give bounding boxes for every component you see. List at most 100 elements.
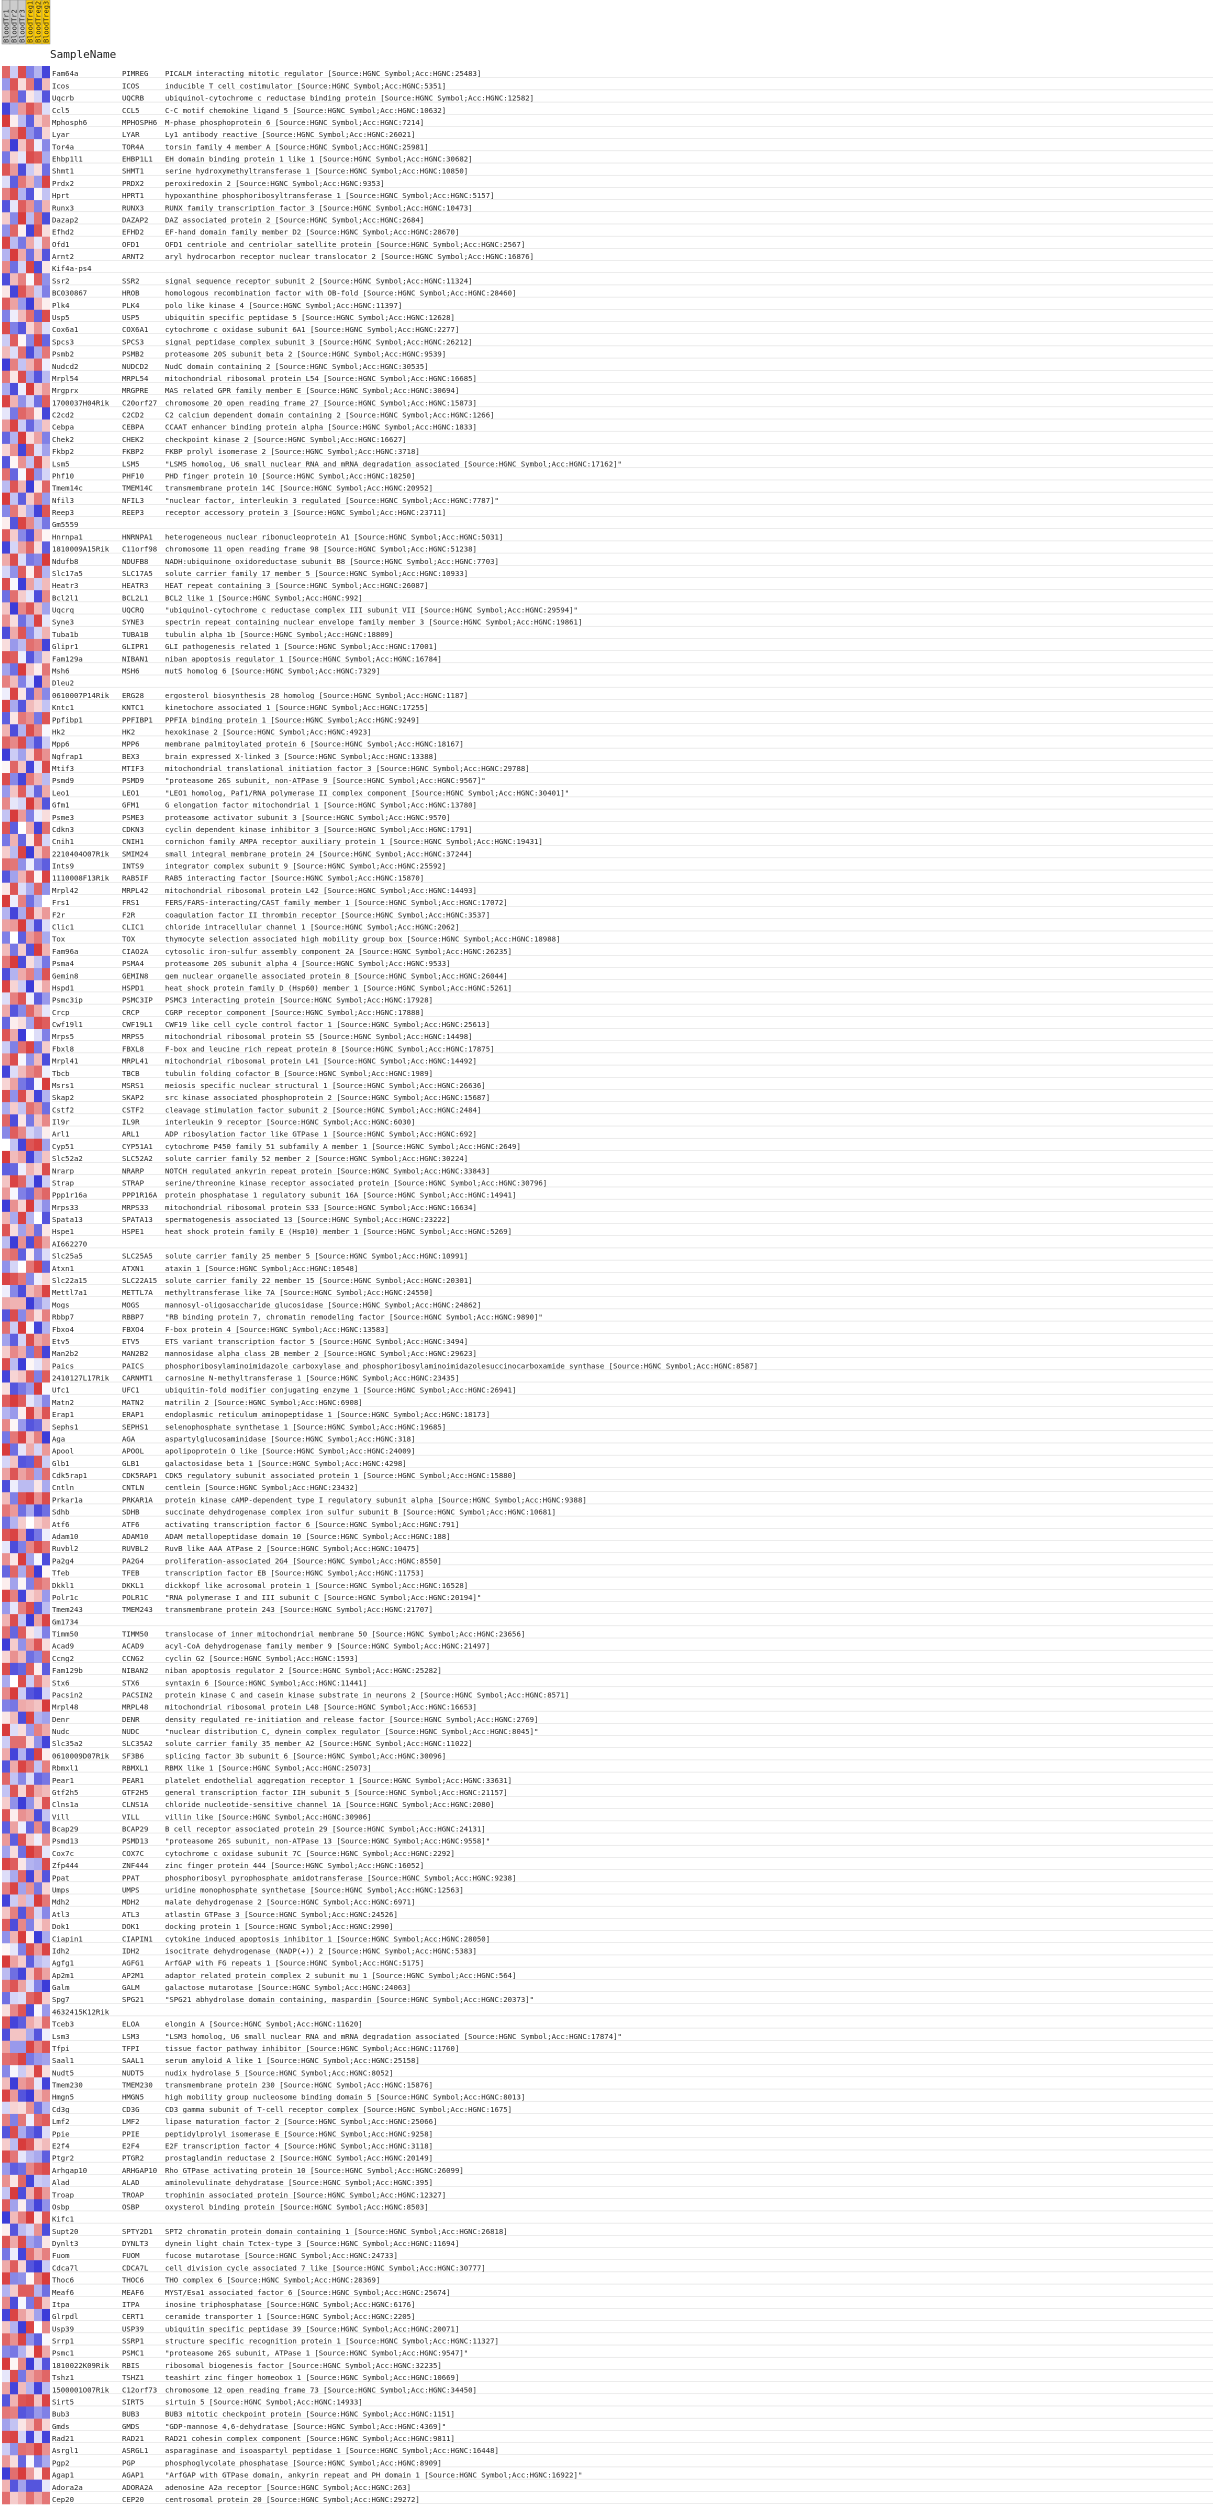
row-gene-description: proliferation-associated 2G4 [Source:HGN…	[165, 1556, 442, 1565]
row-gene-name: Gfm1	[52, 801, 70, 810]
heatmap-cell	[42, 2028, 50, 2042]
row-gene-description: "SPG21 abhydrolase domain containing, ma…	[165, 1995, 534, 2004]
row-gene-symbol: MSRS1	[122, 1081, 144, 1090]
row-gene-name: Leo1	[52, 788, 70, 797]
heatmap-cell	[42, 980, 50, 993]
heatmap-cell	[2, 2113, 10, 2127]
row-gene-description: membrane palmitoylated protein 6 [Source…	[165, 740, 464, 749]
row-gene-name: Sdhb	[52, 1508, 70, 1517]
row-gene-symbol: SPCS3	[122, 337, 144, 346]
heatmap-cell	[26, 1467, 34, 1481]
heatmap-cell	[2, 712, 10, 725]
heatmap-cell	[2, 1333, 10, 1347]
heatmap-cell	[18, 2040, 26, 2054]
heatmap-cell	[34, 846, 42, 859]
heatmap-cell	[18, 1992, 26, 2005]
heatmap-cell	[26, 614, 34, 628]
heatmap-cell	[42, 504, 50, 518]
row-gene-symbol: SKAP2	[122, 1093, 144, 1102]
row-gene-name: Chek2	[52, 435, 74, 444]
heatmap-cell	[42, 297, 50, 311]
heatmap-cell	[2, 90, 10, 103]
heatmap-cell	[26, 1406, 34, 1420]
row-gene-symbol: MSH6	[122, 667, 140, 676]
row-gene-description: chloride intracellular channel 1 [Source…	[165, 922, 459, 931]
heatmap-cell	[34, 419, 42, 432]
heatmap-cell	[2, 2345, 10, 2359]
heatmap-cell	[10, 2174, 18, 2188]
heatmap-cell	[18, 1382, 26, 1396]
row-gene-description: protein kinase C and casein kinase subst…	[165, 1690, 569, 1699]
heatmap-cell	[18, 1870, 26, 1883]
heatmap-cell	[18, 2004, 26, 2017]
heatmap-cell	[10, 504, 18, 518]
row-gene-description: chromosome 11 open reading frame 98 [Sou…	[165, 545, 477, 554]
heatmap-cell	[10, 1175, 18, 1188]
heatmap-cell	[10, 1089, 18, 1103]
heatmap-cell	[42, 1041, 50, 1054]
row-gene-name: Polr1c	[52, 1593, 78, 1602]
heatmap-cell	[34, 102, 42, 116]
heatmap-cell	[42, 1419, 50, 1432]
heatmap-cell	[26, 2272, 34, 2285]
heatmap-cell	[34, 1138, 42, 1152]
row-gene-description: serine/threonine kinase receptor associa…	[165, 1178, 547, 1187]
row-gene-description: phosphoribosyl pyrophosphate amidotransf…	[165, 1873, 516, 1882]
row-gene-description: proteasome 20S subunit beta 2 [Source:HG…	[165, 350, 446, 359]
row-gene-name: Ngfrap1	[52, 752, 83, 761]
heatmap-cell	[10, 456, 18, 469]
row-gene-symbol: DYNLT3	[122, 2239, 148, 2248]
heatmap-cell	[42, 419, 50, 432]
row-gene-symbol: C2CD2	[122, 411, 144, 420]
heatmap-cell	[26, 968, 34, 981]
row-gene-description: NudC domain containing 2 [Source:HGNC Sy…	[165, 362, 429, 371]
heatmap-cell	[10, 1821, 18, 1834]
heatmap-cell	[34, 2004, 42, 2017]
heatmap-cell	[26, 565, 34, 579]
heatmap-cell	[18, 346, 26, 359]
column-label: BloodTr1	[3, 9, 11, 43]
heatmap-cell	[2, 2065, 10, 2078]
row-gene-symbol: TIMM50	[122, 1630, 148, 1639]
heatmap-cell	[18, 590, 26, 603]
heatmap-cell	[34, 187, 42, 201]
heatmap-cell	[2, 1138, 10, 1152]
row-gene-name: Galm	[52, 1983, 70, 1992]
row-gene-symbol: METTL7A	[122, 1288, 153, 1297]
row-gene-name: Tfeb	[52, 1569, 70, 1578]
row-gene-description: CD3 gamma subunit of T-cell receptor com…	[165, 2105, 512, 2114]
heatmap-cell	[34, 1333, 42, 1347]
heatmap-cell	[26, 456, 34, 469]
row-gene-symbol: FUOM	[122, 2251, 140, 2260]
row-gene-description: kinetochore associated 1 [Source:HGNC Sy…	[165, 703, 429, 712]
heatmap-cell	[34, 1443, 42, 1456]
heatmap-cell	[10, 2150, 18, 2163]
heatmap-cell	[18, 1150, 26, 1164]
heatmap-cell	[34, 1150, 42, 1164]
heatmap-cell	[34, 2248, 42, 2261]
heatmap-cell	[18, 90, 26, 103]
heatmap-cell	[18, 565, 26, 579]
heatmap-cell	[34, 1553, 42, 1566]
heatmap-cell	[26, 2077, 34, 2090]
column-label: BloodTr3	[19, 9, 27, 43]
heatmap-cell	[2, 2028, 10, 2042]
heatmap-cell	[34, 1309, 42, 1322]
row-gene-symbol: CHEK2	[122, 435, 144, 444]
heatmap-cell	[26, 2284, 34, 2298]
heatmap-cell	[34, 2028, 42, 2042]
heatmap-cell	[18, 894, 26, 908]
row-gene-description: niban apoptosis regulator 1 [Source:HGNC…	[165, 654, 442, 663]
heatmap-cell	[26, 1614, 34, 1627]
heatmap-cell	[34, 1992, 42, 2005]
row-gene-description: CCAAT enhancer binding protein alpha [So…	[165, 423, 477, 432]
heatmap-cell	[2, 492, 10, 506]
heatmap-cell	[34, 2126, 42, 2139]
row-gene-name: Pear1	[52, 1776, 74, 1785]
heatmap-cell	[2, 1053, 10, 1066]
heatmap-cell	[18, 675, 26, 688]
heatmap-cell	[42, 1431, 50, 1444]
heatmap-cell	[18, 809, 26, 823]
row-gene-name: Psmd13	[52, 1837, 78, 1846]
